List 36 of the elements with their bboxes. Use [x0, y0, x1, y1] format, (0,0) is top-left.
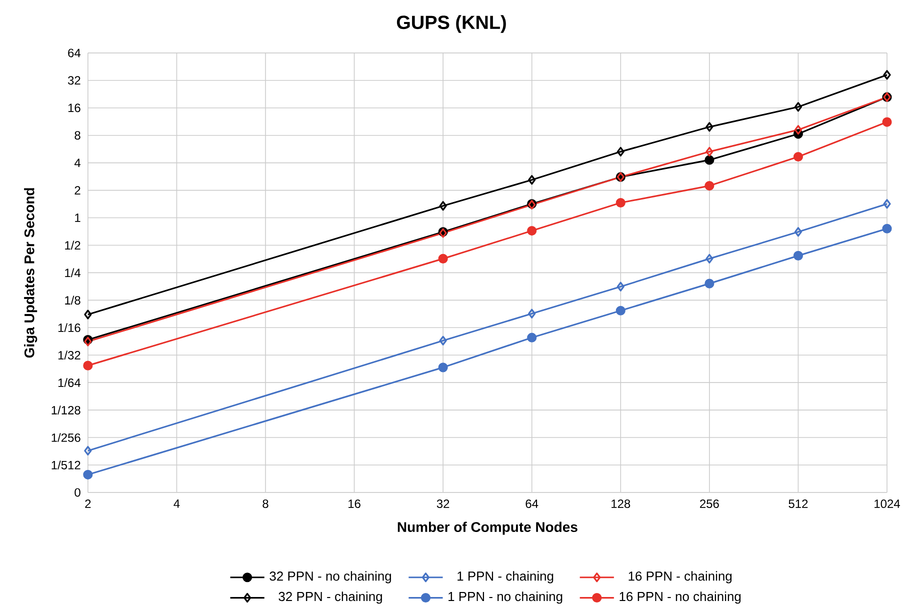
x-tick-label: 4	[174, 500, 180, 508]
x-tick-label: 16	[348, 500, 360, 508]
y-tick-label: 4	[74, 158, 81, 167]
y-tick-label: 1/512	[52, 460, 80, 470]
y-tick-label: 1/16	[58, 323, 80, 332]
legend-label: 32 PPN - chaining	[278, 592, 382, 604]
x-tick-label: 512	[788, 500, 808, 508]
y-tick-label: 2	[74, 186, 80, 194]
y-tick-label: 1/2	[65, 240, 80, 250]
x-tick-label: 64	[526, 500, 538, 508]
y-tick-label: 1/8	[65, 296, 80, 305]
y-axis-title: Giga Updates Per Second	[24, 188, 38, 358]
y-tick-label: 1/32	[58, 350, 80, 360]
x-tick-label: 8	[262, 500, 268, 508]
legend-label: 1 PPN - chaining	[458, 571, 554, 584]
legend-label: 16 PPN - no chaining	[620, 592, 741, 604]
x-tick-label: 2	[85, 500, 91, 508]
x-tick-label: 1024	[874, 500, 900, 508]
y-tick-label: 16	[68, 104, 80, 112]
y-tick-label: 1/64	[58, 378, 81, 387]
y-tick-label: 1/128	[52, 406, 80, 414]
y-tick-label: 0	[74, 488, 80, 497]
x-tick-label: 256	[700, 500, 719, 508]
y-tick-label: 8	[74, 131, 80, 140]
chart-title: GUPS (KNL)	[396, 15, 506, 33]
legend-label: 32 PPN - no chaining	[270, 571, 392, 584]
y-tick-label: 1	[75, 214, 80, 222]
y-tick-label: 64	[68, 48, 81, 58]
y-tick-label: 1/256	[52, 433, 80, 442]
x-tick-label: 32	[436, 500, 450, 508]
y-tick-label: 32	[68, 76, 80, 85]
x-tick-label: 128	[612, 500, 630, 508]
y-tick-label: 1/4	[65, 268, 81, 278]
x-axis-title: Number of Compute Nodes	[398, 522, 578, 535]
legend-label: 16 PPN - chaining	[628, 571, 732, 584]
legend-label: 1 PPN - no chaining	[448, 592, 562, 604]
